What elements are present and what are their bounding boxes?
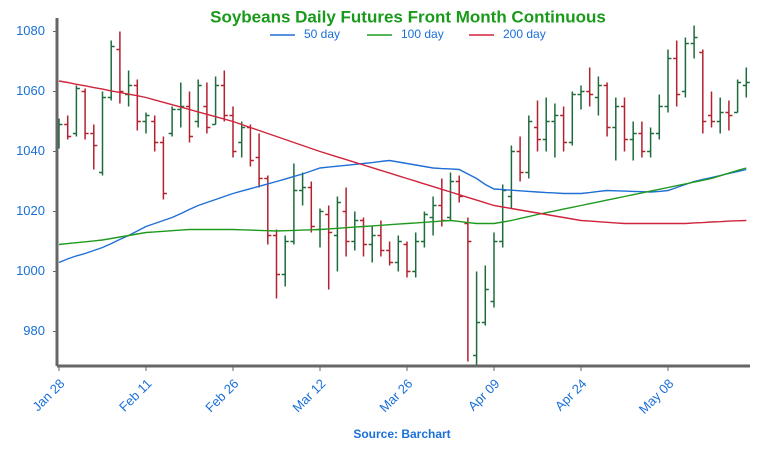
x-tick-label: Feb 11 xyxy=(116,376,155,415)
ma-line xyxy=(58,80,747,225)
x-tick-label: Apr 09 xyxy=(465,376,503,414)
y-tick-label: 1060 xyxy=(16,83,45,98)
x-tick-label: Mar 26 xyxy=(376,376,415,415)
x-tick-label: Mar 12 xyxy=(289,376,328,415)
y-tick-label: 1020 xyxy=(16,203,45,218)
x-tick-label: Feb 26 xyxy=(202,376,241,415)
y-tick-label: 1040 xyxy=(16,143,45,158)
chart-title: Soybeans Daily Futures Front Month Conti… xyxy=(210,7,606,26)
x-tick-label: May 08 xyxy=(636,376,677,417)
legend-label: 50 day xyxy=(304,27,340,41)
y-tick-label: 1080 xyxy=(16,23,45,38)
legend-label: 200 day xyxy=(503,27,546,41)
y-tick-label: 980 xyxy=(23,323,45,338)
legend-label: 100 day xyxy=(401,27,444,41)
source-note: Source: Barchart xyxy=(353,427,450,441)
x-tick-label: Apr 24 xyxy=(552,376,590,414)
ma-line xyxy=(58,167,747,246)
x-tick-label: Jan 28 xyxy=(29,376,67,414)
ma-line xyxy=(58,159,747,264)
y-tick-label: 1000 xyxy=(16,263,45,278)
